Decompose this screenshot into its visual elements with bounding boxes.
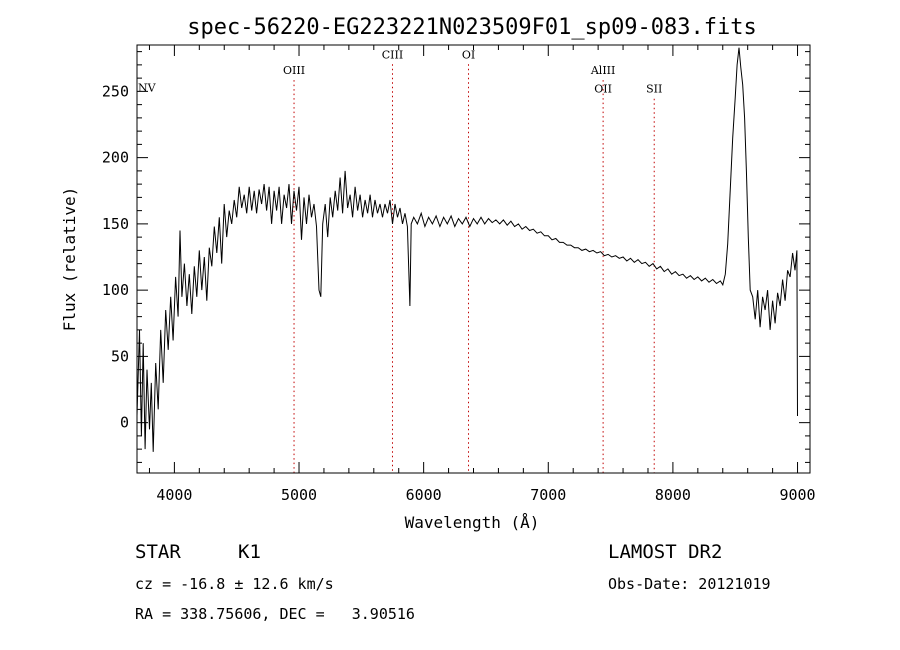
survey-name: LAMOST DR2 <box>608 541 723 563</box>
x-tick-label: 7000 <box>530 486 566 504</box>
spectrum-line <box>136 47 798 452</box>
observation-date: Obs-Date: 20121019 <box>608 575 771 593</box>
y-axis-label: Flux (relative) <box>60 187 79 332</box>
y-axis-ticks: 0 50 100 150 200 250 <box>102 51 810 463</box>
spectral-line-label: OII <box>594 83 612 96</box>
y-tick-label: 50 <box>111 347 129 365</box>
x-axis-label: Wavelength (Å) <box>405 513 540 532</box>
spectral-line-label: CIII <box>382 48 403 61</box>
spectral-line-label: OIII <box>283 64 305 77</box>
x-tick-label: 4000 <box>156 486 192 504</box>
chart-title: spec-56220-EG223221N023509F01_sp09-083.f… <box>187 15 757 40</box>
y-tick-label: 250 <box>102 82 129 100</box>
x-tick-label: 5000 <box>281 486 317 504</box>
object-class: STAR <box>135 541 181 563</box>
y-tick-label: 0 <box>120 414 129 432</box>
x-axis-ticks: 4000 5000 6000 7000 8000 9000 <box>148 45 816 504</box>
x-tick-label: 6000 <box>406 486 442 504</box>
x-tick-label: 8000 <box>655 486 691 504</box>
spectral-line-markers: NV OIII CIII OI AlIII OII SII <box>138 48 662 473</box>
y-tick-label: 150 <box>102 215 129 233</box>
spectral-line-label: SII <box>646 83 662 96</box>
spectral-line-label: NV <box>138 81 157 94</box>
y-tick-label: 100 <box>102 281 129 299</box>
coordinates: RA = 338.75606, DEC = 3.90516 <box>135 605 415 623</box>
redshift-velocity: cz = -16.8 ± 12.6 km/s <box>135 575 334 593</box>
plot-frame <box>136 44 811 474</box>
spectral-line-label: OI <box>462 48 475 61</box>
y-tick-label: 200 <box>102 149 129 167</box>
x-tick-label: 9000 <box>779 486 815 504</box>
object-subclass: K1 <box>238 541 261 563</box>
spectral-line-label: AlIII <box>590 64 616 77</box>
